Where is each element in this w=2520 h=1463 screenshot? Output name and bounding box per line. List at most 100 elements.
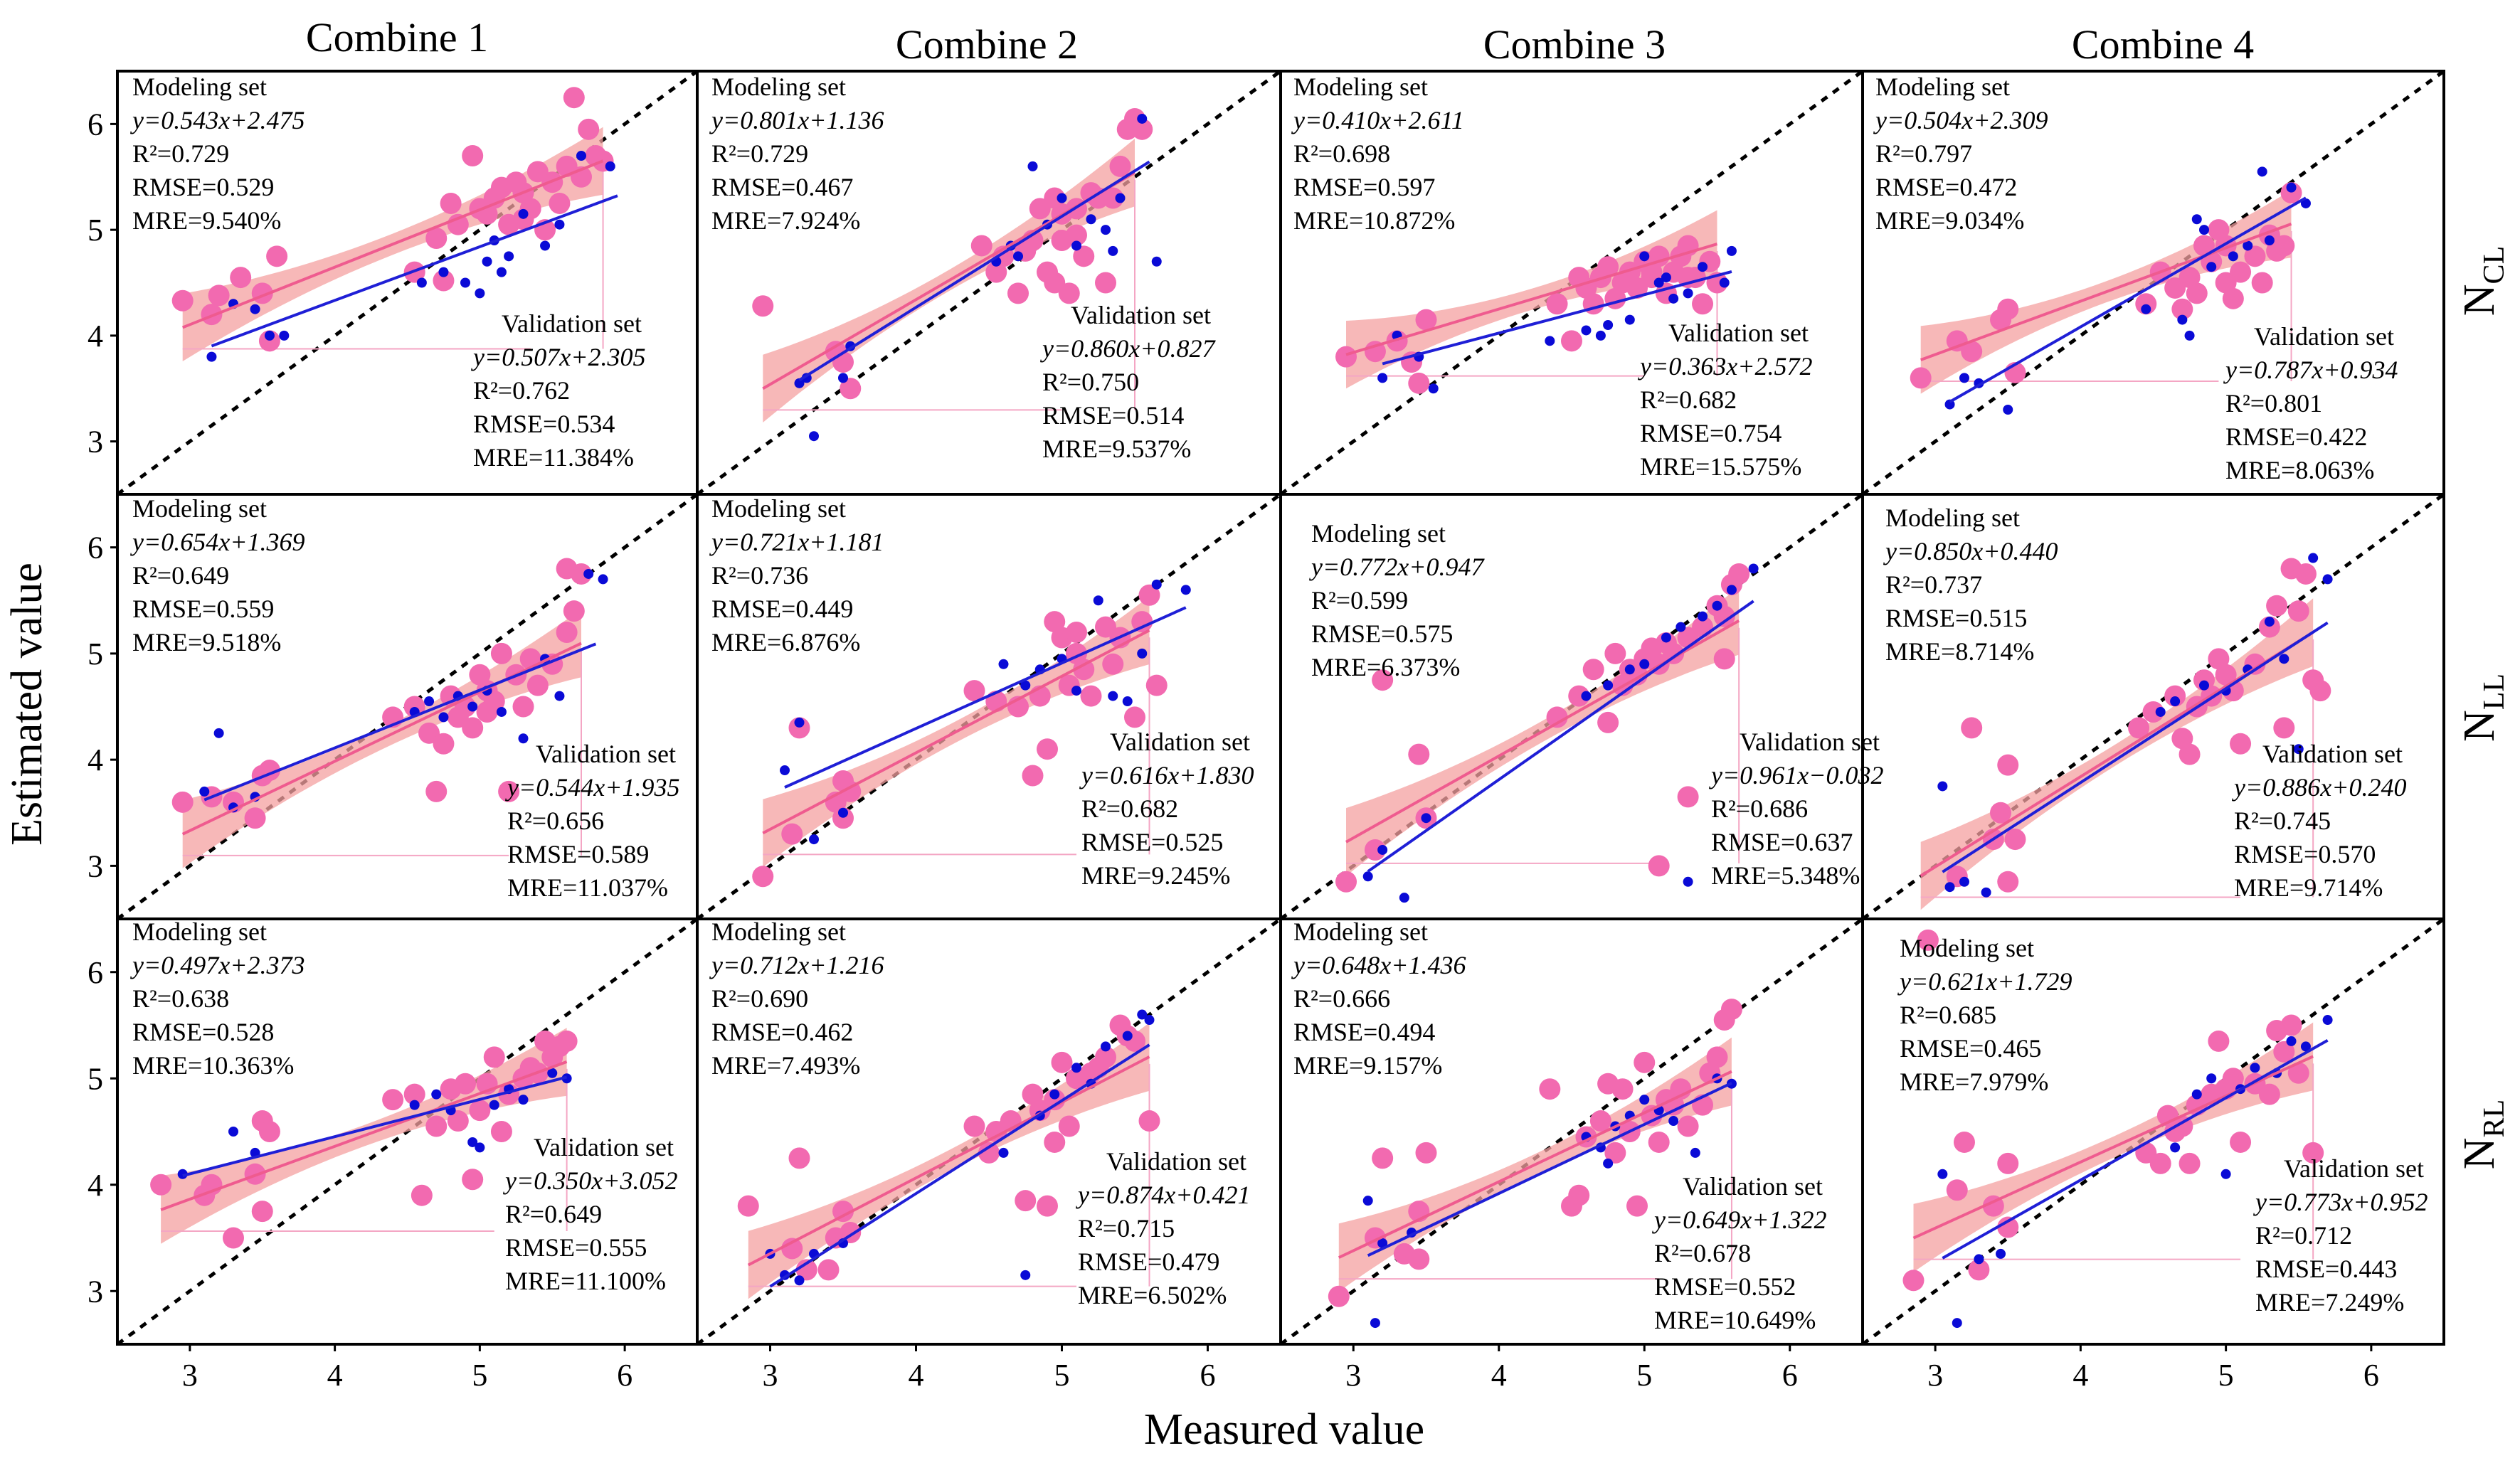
validation-point <box>554 691 565 701</box>
validation-equation: y=0.787x+0.934 <box>2223 356 2398 384</box>
modeling-point <box>2171 728 2193 750</box>
validation-equation: y=0.961x−0.032 <box>1709 761 1884 789</box>
validation-point <box>467 701 478 712</box>
modeling-point <box>1997 871 2019 893</box>
x-tick-label: 3 <box>1927 1358 1943 1393</box>
validation-stats: Validation set y=0.961x−0.032 R²=0.686 RMSE… <box>1709 728 1884 890</box>
modeling-point <box>150 1174 172 1196</box>
validation-point <box>228 1127 238 1137</box>
panel-frame <box>1861 917 2445 1346</box>
column-titles: Combine 1 Combine 2 Combine 3 Combine 4 <box>306 14 2254 68</box>
modeling-title: Modeling set <box>1900 934 2034 962</box>
plot-area <box>697 494 1281 919</box>
validation-rmse: RMSE=0.552 <box>1654 1272 1796 1301</box>
validation-point <box>1020 1270 1031 1280</box>
validation-point <box>794 1275 805 1286</box>
validation-point <box>409 1100 420 1110</box>
validation-fit-line <box>1942 1038 2329 1260</box>
modeling-rmse: RMSE=0.559 <box>132 595 274 623</box>
modeling-point <box>258 330 280 352</box>
modeling-point <box>752 295 774 317</box>
modeling-point <box>2222 287 2244 309</box>
validation-mre: MRE=11.100% <box>505 1267 666 1295</box>
modeling-point <box>840 780 862 802</box>
validation-point <box>475 288 485 299</box>
validation-point <box>2257 166 2267 177</box>
row-label-3: NRL <box>2455 1100 2511 1169</box>
validation-point <box>583 568 594 579</box>
validation-point <box>1581 325 1592 336</box>
validation-point <box>2279 654 2289 664</box>
validation-mre: MRE=7.249% <box>2255 1288 2404 1316</box>
validation-r2: R²=0.686 <box>1711 794 1808 823</box>
validation-point <box>1603 680 1614 691</box>
row-label-main: N <box>2455 284 2504 316</box>
validation-title: Validation set <box>534 1133 674 1161</box>
modeling-r2: R²=0.666 <box>1293 984 1390 1013</box>
modeling-rmse: RMSE=0.515 <box>1885 604 2027 632</box>
validation-equation: y=0.507x+2.305 <box>471 343 646 371</box>
validation-point <box>2322 574 2333 585</box>
validation-point <box>1690 1147 1700 1158</box>
modeling-point <box>1546 293 1568 315</box>
validation-point <box>2184 330 2195 341</box>
modeling-point <box>469 1100 491 1122</box>
validation-point <box>809 834 819 845</box>
modeling-title: Modeling set <box>711 917 846 946</box>
modeling-point <box>1131 118 1153 140</box>
validation-stats: Validation set y=0.860x+0.827 R²=0.750 RMSE… <box>1040 301 1217 463</box>
modeling-stats: Modeling set y=0.801x+1.136 R²=0.729 RMSE=0… <box>709 73 884 235</box>
column-title-1: Combine 1 <box>306 14 488 60</box>
validation-point <box>1108 691 1118 701</box>
modeling-title: Modeling set <box>711 73 846 101</box>
panel-r3-c1: Modeling set y=0.497x+2.373 R²=0.638 RMSE=0… <box>116 917 699 1346</box>
validation-point <box>2293 744 2304 755</box>
validation-point <box>416 277 427 288</box>
modeling-point <box>1539 1078 1561 1100</box>
modeling-point <box>1953 1131 1975 1153</box>
modeling-point <box>1961 717 1983 739</box>
y-tick-label: 3 <box>88 1274 103 1309</box>
modeling-point <box>2287 600 2309 622</box>
panel-r2-c4: Modeling set y=0.850x+0.440 R²=0.737 RMSE=0… <box>1861 493 2445 920</box>
modeling-point <box>1663 642 1685 664</box>
modeling-point <box>2230 733 2252 755</box>
modeling-point <box>1990 802 2012 824</box>
modeling-point <box>2186 282 2208 304</box>
modeling-point <box>1634 1051 1656 1073</box>
modeling-point <box>832 351 854 373</box>
validation-title: Validation set <box>502 309 642 338</box>
validation-point <box>1027 161 1038 171</box>
validation-equation: y=0.363x+2.572 <box>1638 352 1813 381</box>
validation-point <box>1603 320 1614 330</box>
validation-point <box>1959 876 1969 887</box>
modeling-point <box>1328 1285 1350 1307</box>
validation-point <box>1137 648 1148 659</box>
x-tick-label: 6 <box>1200 1358 1216 1393</box>
modeling-point <box>737 1195 759 1217</box>
validation-point <box>2141 304 2151 314</box>
validation-title: Validation set <box>1668 319 1809 347</box>
validation-point <box>1683 288 1693 299</box>
validation-point <box>1049 1089 1060 1100</box>
validation-point <box>2191 1089 2202 1100</box>
validation-point <box>1377 844 1388 855</box>
modeling-point <box>2171 298 2193 320</box>
modeling-point <box>1946 1179 1968 1201</box>
x-tick-label: 6 <box>617 1358 632 1393</box>
modeling-stats: Modeling set y=0.712x+1.216 R²=0.690 RMSE=0… <box>709 917 884 1080</box>
modeling-point <box>382 1089 404 1111</box>
modeling-fit-line <box>747 1055 1150 1267</box>
modeling-point <box>1138 1110 1160 1132</box>
validation-r2: R²=0.801 <box>2225 389 2322 417</box>
modeling-point <box>2149 1152 2171 1174</box>
modeling-point <box>411 1184 433 1206</box>
modeling-point <box>433 733 455 755</box>
validation-point <box>496 706 507 717</box>
modeling-point <box>403 1083 425 1105</box>
panel-r3-c2: Modeling set y=0.712x+1.216 R²=0.690 RMSE=0… <box>696 917 1282 1346</box>
plot-area <box>1863 494 2444 919</box>
validation-point <box>1719 277 1730 288</box>
validation-point <box>438 267 449 277</box>
modeling-stats: Modeling set y=0.850x+0.440 R²=0.737 RMSE=0… <box>1883 504 2058 666</box>
